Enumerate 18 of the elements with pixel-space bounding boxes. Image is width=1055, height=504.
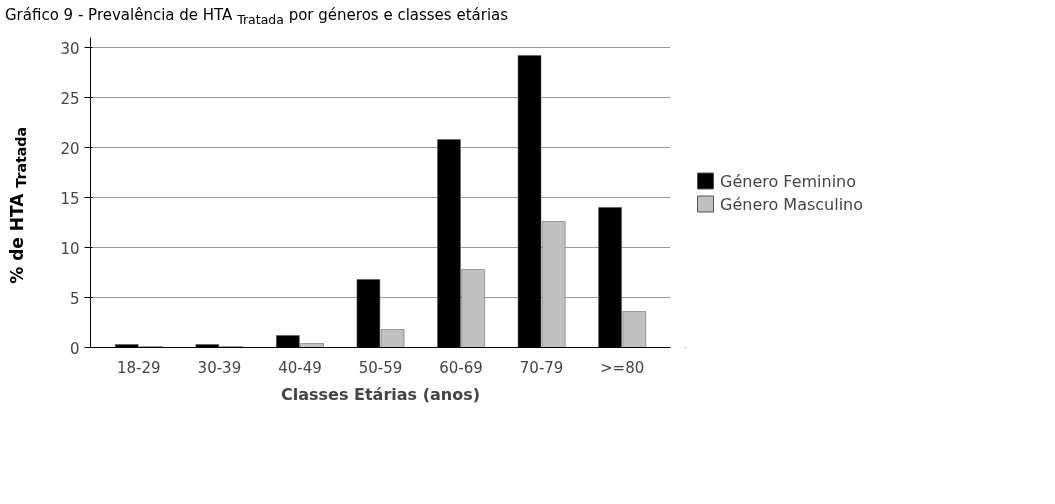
y-tick-label: 20	[60, 139, 80, 158]
y-tick-label: 15	[60, 189, 80, 208]
x-tick-label: 70-79	[519, 358, 564, 377]
y-tick-label: 10	[60, 239, 80, 258]
x-tick-label: 18-29	[117, 358, 161, 377]
x-tick-label: 60-69	[439, 358, 483, 377]
y-tick-label: 25	[60, 89, 80, 108]
x-tick-label: >=80	[600, 358, 645, 377]
y-tick-label: 5	[69, 289, 80, 308]
y-tick-label: 30	[60, 39, 80, 58]
y-tick-label: 0	[69, 339, 80, 358]
x-tick-label: 30-39	[197, 358, 242, 377]
x-tick-label: 50-59	[358, 358, 403, 377]
chart-title: Gráfico 9 - Prevalência de HTA $_{Tratada}$ por géneros e classes etárias	[5, 5, 509, 29]
legend-label: Género Feminino	[720, 171, 857, 190]
legend-label: Género Masculino	[720, 194, 864, 213]
x-axis-title: Classes Etárias (anos)	[281, 384, 480, 404]
x-tick-label: 40-49	[278, 358, 322, 377]
